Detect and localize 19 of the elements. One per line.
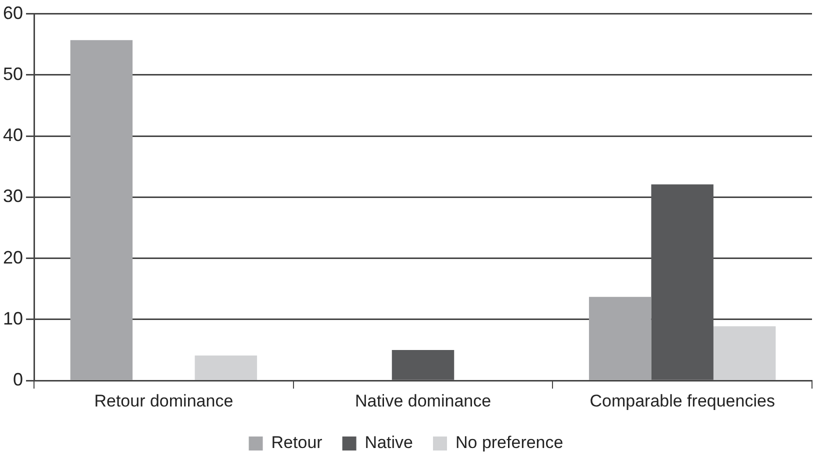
- legend-label: No preference: [455, 433, 564, 452]
- bar: [392, 350, 454, 380]
- legend-label: Retour: [271, 433, 323, 452]
- x-tick-label: Comparable frequencies: [590, 391, 775, 410]
- bar: [194, 356, 258, 380]
- y-tick-label: 0: [13, 370, 24, 390]
- y-tick-label: 50: [2, 64, 24, 84]
- y-tick-label: 60: [2, 2, 24, 23]
- bar: [713, 326, 776, 380]
- x-tick-label: Native dominance: [354, 391, 492, 410]
- y-tick-label: 30: [2, 186, 24, 206]
- bar: [588, 296, 652, 380]
- legend-label: Native: [364, 433, 413, 452]
- y-tick-label: 40: [2, 125, 24, 146]
- bar: [70, 40, 133, 380]
- bar: [651, 184, 714, 380]
- x-tick-label: Retour dominance: [94, 391, 234, 410]
- y-tick-label: 20: [2, 247, 24, 268]
- y-tick-label: 10: [2, 308, 24, 328]
